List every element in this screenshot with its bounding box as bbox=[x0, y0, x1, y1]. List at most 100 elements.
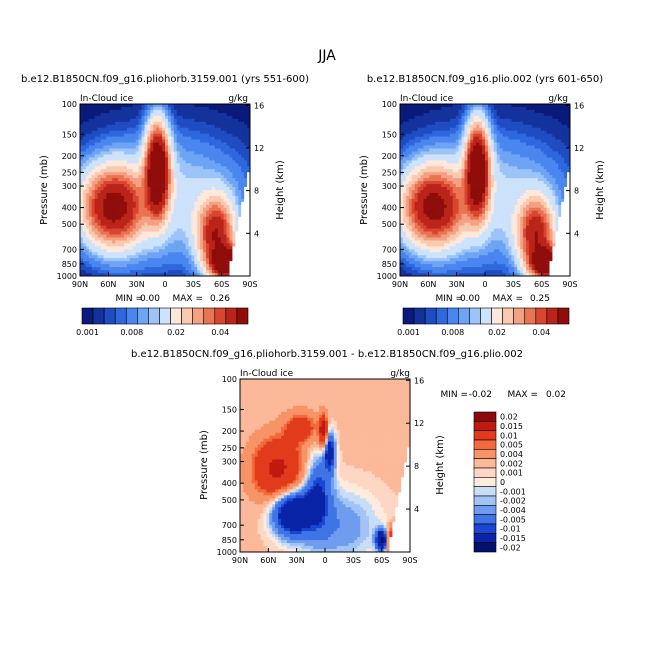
contour-cell bbox=[417, 172, 421, 176]
contour-cell bbox=[232, 187, 236, 191]
contour-cell bbox=[191, 118, 195, 123]
contour-cell bbox=[97, 109, 101, 114]
contour-cell bbox=[241, 210, 245, 215]
contour-cell bbox=[150, 219, 154, 223]
contour-cell bbox=[88, 154, 93, 158]
contour-cell bbox=[476, 142, 480, 146]
contour-cell bbox=[400, 142, 404, 146]
contour-cell bbox=[150, 166, 154, 170]
contour-cell bbox=[132, 157, 137, 161]
contour-cell bbox=[179, 139, 183, 143]
contour-cell bbox=[473, 112, 477, 117]
contour-cell bbox=[162, 237, 166, 241]
contour-cell bbox=[523, 145, 527, 149]
contour-cell bbox=[420, 151, 424, 155]
contour-cell bbox=[549, 160, 553, 164]
contour-cell bbox=[159, 112, 163, 117]
contour-cell bbox=[408, 112, 413, 117]
contour-cell bbox=[540, 104, 544, 108]
contour-cell bbox=[144, 145, 148, 149]
contour-cell bbox=[159, 175, 163, 179]
contour-cell bbox=[423, 154, 427, 158]
contour-cell bbox=[208, 219, 213, 223]
contour-cell bbox=[200, 207, 204, 212]
contour-cell bbox=[100, 136, 104, 140]
contour-cell bbox=[229, 109, 233, 114]
contour-cell bbox=[220, 160, 224, 164]
pressure-tick-label: 500 bbox=[62, 220, 77, 229]
contour-cell bbox=[470, 163, 474, 167]
contour-cell bbox=[109, 157, 113, 161]
contour-cell bbox=[405, 118, 410, 123]
contour-cell bbox=[123, 246, 128, 250]
contour-cell bbox=[197, 246, 201, 250]
contour-cell bbox=[238, 121, 242, 126]
contour-cell bbox=[123, 136, 128, 140]
contour-cell bbox=[452, 118, 457, 123]
contour-cell bbox=[191, 210, 195, 215]
contour-cell bbox=[208, 213, 213, 218]
contour-cell bbox=[88, 210, 93, 215]
contour-cell bbox=[458, 124, 462, 129]
contour-cell bbox=[147, 213, 151, 218]
contour-cell bbox=[162, 127, 166, 132]
contour-cell bbox=[235, 249, 239, 253]
contour-cell bbox=[156, 204, 160, 209]
contour-cell bbox=[188, 261, 192, 265]
contour-cell bbox=[159, 172, 163, 176]
contour-cell bbox=[244, 178, 248, 182]
contour-cell bbox=[523, 104, 527, 108]
contour-cell bbox=[247, 166, 251, 170]
contour-cell bbox=[91, 228, 95, 232]
contour-cell bbox=[443, 121, 448, 126]
contour-cell bbox=[153, 204, 157, 209]
contour-cell bbox=[144, 222, 148, 226]
contour-cell bbox=[103, 121, 107, 126]
contour-cell bbox=[203, 207, 207, 212]
contour-cell bbox=[534, 121, 539, 126]
contour-cell bbox=[197, 216, 201, 221]
contour-cell bbox=[247, 133, 251, 137]
contour-cell bbox=[162, 139, 166, 143]
contour-cell bbox=[487, 115, 492, 120]
contour-cell bbox=[411, 163, 415, 167]
contour-cell bbox=[141, 139, 145, 143]
contour-cell bbox=[470, 112, 474, 117]
contour-cell bbox=[206, 163, 210, 167]
contour-cell bbox=[138, 166, 142, 170]
contour-cell bbox=[217, 273, 222, 277]
contour-cell bbox=[511, 136, 515, 140]
contour-cell bbox=[220, 207, 224, 212]
contour-cell bbox=[206, 190, 210, 194]
contour-cell bbox=[493, 151, 498, 155]
contour-cell bbox=[129, 270, 134, 274]
contour-cell bbox=[135, 184, 139, 188]
contour-cell bbox=[126, 184, 131, 188]
contour-cell bbox=[499, 130, 503, 135]
contour-cell bbox=[549, 166, 553, 170]
contour-cell bbox=[138, 172, 142, 176]
contour-cell bbox=[156, 190, 160, 194]
contour-cell bbox=[208, 124, 213, 129]
contour-cell bbox=[485, 169, 489, 173]
contour-cell bbox=[458, 154, 462, 158]
contour-cell bbox=[197, 240, 201, 244]
contour-cell bbox=[206, 148, 210, 152]
contour-cell bbox=[241, 204, 245, 209]
contour-cell bbox=[479, 118, 483, 123]
contour-cell bbox=[88, 148, 93, 152]
contour-cell bbox=[203, 124, 207, 129]
contour-cell bbox=[129, 258, 134, 262]
contour-cell bbox=[185, 234, 189, 238]
contour-cell bbox=[126, 222, 131, 226]
contour-cell bbox=[476, 172, 480, 176]
contour-cell bbox=[505, 130, 509, 135]
contour-cell bbox=[138, 118, 142, 123]
contour-cell bbox=[493, 181, 498, 185]
contour-cell bbox=[94, 184, 98, 188]
contour-cell bbox=[405, 142, 410, 146]
contour-cell bbox=[217, 121, 222, 126]
contour-cell bbox=[523, 169, 527, 173]
contour-cell bbox=[188, 160, 192, 164]
contour-cell bbox=[217, 154, 222, 158]
